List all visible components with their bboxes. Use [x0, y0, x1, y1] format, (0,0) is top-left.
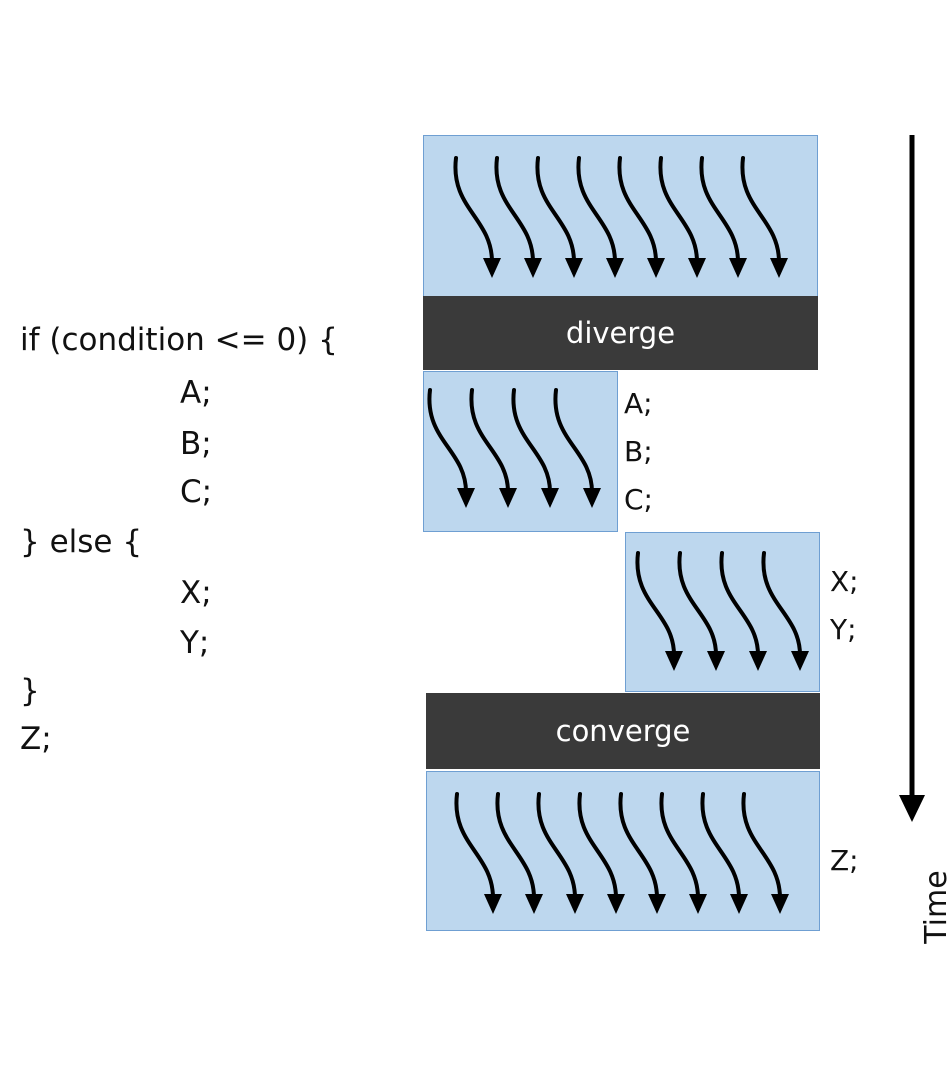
branch-x-statement-y: Y;	[830, 613, 857, 646]
thread-arrow-icon	[761, 551, 809, 671]
thread-arrow-icon	[577, 792, 625, 914]
thread-arrow-icon	[427, 388, 475, 508]
code-line-a: A;	[180, 375, 212, 411]
thread-arrow-icon	[576, 156, 624, 278]
thread-arrow-icon	[658, 156, 706, 278]
code-line-x: X;	[180, 575, 212, 611]
all-threads-block-top	[423, 135, 818, 297]
thread-arrow-icon	[617, 156, 665, 278]
thread-arrow-icon	[699, 156, 747, 278]
thread-arrow-icon	[677, 551, 725, 671]
time-arrow-icon	[899, 135, 925, 822]
thread-arrows	[454, 792, 789, 914]
thread-arrows	[427, 388, 601, 508]
thread-arrow-icon	[469, 388, 517, 508]
thread-arrow-icon	[700, 792, 748, 914]
thread-arrow-icon	[453, 156, 501, 278]
branch-a-statement-b: B;	[624, 435, 653, 468]
time-axis-label: Time	[919, 870, 948, 944]
thread-arrow-icon	[511, 388, 559, 508]
code-line-close: }	[20, 673, 40, 709]
code-line-c: C;	[180, 474, 213, 510]
thread-arrow-icon	[719, 551, 767, 671]
thread-arrow-icon	[454, 792, 502, 914]
thread-arrow-icon	[740, 156, 788, 278]
bottom-statement-z: Z;	[830, 844, 859, 877]
all-threads-block-bottom	[426, 771, 820, 931]
thread-arrow-icon	[535, 156, 583, 278]
branch-a-statement-c: C;	[624, 483, 653, 516]
thread-arrow-icon	[553, 388, 601, 508]
branch-x-threads-block	[625, 532, 820, 692]
code-line-y: Y;	[180, 625, 210, 661]
code-line-b: B;	[180, 426, 212, 462]
code-line-else: } else {	[20, 524, 143, 560]
thread-arrow-icon	[495, 792, 543, 914]
code-line-if: if (condition <= 0) {	[20, 322, 338, 358]
thread-arrows	[635, 551, 809, 671]
thread-arrow-icon	[494, 156, 542, 278]
branch-x-statement-x: X;	[830, 565, 859, 598]
branch-a-statement-a: A;	[624, 387, 653, 420]
thread-arrow-icon	[635, 551, 683, 671]
code-line-z: Z;	[20, 721, 52, 757]
thread-arrows	[453, 156, 788, 278]
converge-bar: converge	[426, 693, 820, 769]
diverge-bar: diverge	[423, 296, 818, 370]
thread-arrow-icon	[741, 792, 789, 914]
branch-a-threads-block	[423, 371, 618, 532]
thread-arrow-icon	[618, 792, 666, 914]
thread-arrow-icon	[536, 792, 584, 914]
thread-arrow-icon	[659, 792, 707, 914]
